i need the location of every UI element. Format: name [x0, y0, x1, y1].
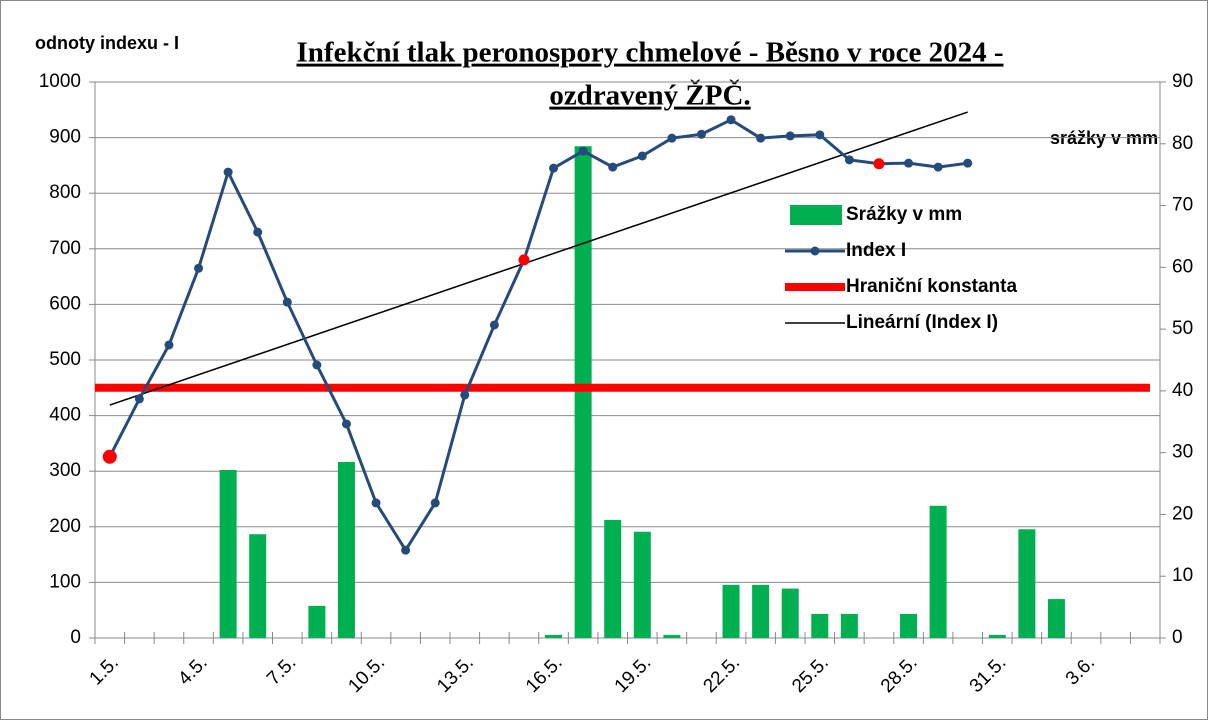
bar: [1018, 529, 1036, 638]
index-marker: [667, 133, 677, 143]
y-tick-label: 1000: [39, 71, 81, 92]
index-marker: [904, 158, 914, 168]
index-marker: [608, 162, 618, 172]
index-marker: [963, 158, 973, 168]
bar: [840, 613, 858, 638]
bar: [752, 584, 770, 638]
bar: [337, 461, 355, 638]
chart-title: Infekční tlak peronospory chmelové - Běs…: [297, 37, 1004, 69]
bar: [988, 634, 1006, 638]
trend-line: [109, 111, 968, 406]
y-axis-label: odnoty indexu - I: [35, 33, 179, 53]
y2-tick-label: 80: [1172, 133, 1193, 154]
legend-swatch: [790, 205, 842, 225]
y-tick-label: 400: [49, 405, 81, 426]
index-marker: [194, 263, 204, 273]
y2-tick-label: 10: [1172, 565, 1193, 586]
bar: [1047, 599, 1065, 638]
legend-swatch: [810, 246, 820, 256]
index-marker: [312, 360, 322, 370]
index-marker: [578, 146, 588, 156]
legend-label: Hraniční konstanta: [846, 276, 1017, 297]
index-marker: [873, 158, 885, 170]
y-tick-label: 100: [49, 571, 81, 592]
bar: [811, 613, 829, 638]
index-marker: [371, 498, 381, 508]
y-tick-label: 900: [49, 127, 81, 148]
index-marker: [164, 340, 174, 350]
bar: [604, 520, 622, 638]
index-marker: [460, 390, 470, 400]
y2-tick-label: 30: [1172, 442, 1193, 463]
y-tick-label: 600: [49, 293, 81, 314]
legend-label: Index I: [846, 240, 906, 261]
bar: [900, 613, 918, 638]
bar: [929, 505, 947, 638]
index-marker: [430, 498, 440, 508]
index-marker: [253, 227, 263, 237]
index-marker: [933, 162, 943, 172]
index-marker: [549, 163, 559, 173]
y-tick-label: 800: [49, 182, 81, 203]
index-marker: [401, 545, 411, 555]
bar: [249, 534, 267, 638]
index-marker: [102, 449, 117, 464]
index-line: [108, 118, 968, 553]
y2-tick-label: 0: [1172, 627, 1183, 648]
y2-tick-label: 60: [1172, 256, 1193, 277]
y2-tick-label: 20: [1172, 503, 1193, 524]
y2-tick-label: 40: [1172, 380, 1193, 401]
y-tick-label: 700: [49, 238, 81, 259]
y-tick-label: 500: [49, 349, 81, 370]
bar: [663, 634, 681, 638]
index-marker: [282, 297, 292, 307]
index-marker: [489, 320, 499, 330]
legend-label: Srážky v mm: [846, 204, 962, 225]
index-marker: [785, 131, 795, 141]
index-marker: [637, 151, 647, 161]
y2-tick-label: 90: [1172, 71, 1193, 92]
index-marker: [341, 419, 351, 429]
index-marker: [815, 130, 825, 140]
bar: [574, 146, 592, 638]
bar: [722, 584, 740, 638]
bar: [219, 469, 237, 638]
y2-tick-label: 50: [1172, 318, 1193, 339]
index-marker: [726, 115, 736, 125]
index-marker: [844, 155, 854, 165]
bar: [781, 588, 799, 638]
index-marker: [756, 133, 766, 143]
bar: [308, 605, 326, 638]
legend-label: Lineární (Index I): [846, 312, 998, 333]
y-tick-label: 200: [49, 516, 81, 537]
index-marker: [696, 129, 706, 139]
index-marker: [223, 167, 233, 177]
chart-title: ozdravený ŽPČ.: [549, 79, 750, 112]
bar: [633, 531, 651, 638]
index-marker: [134, 394, 144, 404]
y-tick-label: 300: [49, 460, 81, 481]
bar: [545, 634, 563, 638]
y-tick-label: 0: [70, 627, 81, 648]
y2-tick-label: 70: [1172, 195, 1193, 216]
index-marker: [518, 254, 530, 266]
